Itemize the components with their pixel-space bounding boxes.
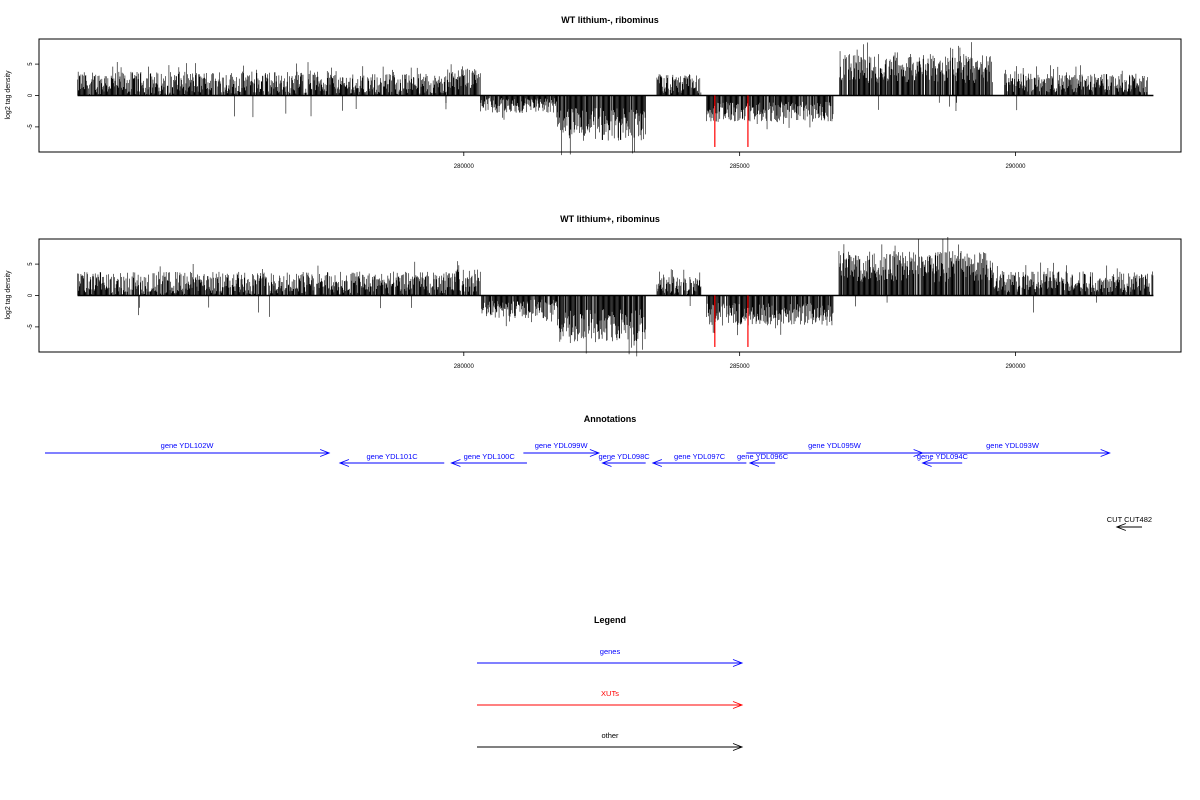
density-bars	[77, 237, 1154, 357]
track-panel-lithium-minus: WT lithium-, ribominus log2 tag density …	[5, 15, 1182, 170]
legend-title: Legend	[594, 615, 626, 625]
track-panel-lithium-plus: WT lithium+, ribominus log2 tag density …	[5, 214, 1182, 370]
y-tick-label: 0	[28, 93, 34, 97]
annotation-feature: gene YDL096C	[737, 452, 789, 467]
feature-label: gene YDL096C	[737, 452, 789, 461]
y-axis-label: log2 tag density	[5, 270, 12, 320]
annotation-feature: gene YDL094C	[917, 452, 969, 467]
x-tick-label: 280000	[454, 164, 475, 170]
xut-highlights	[714, 295, 749, 347]
y-tick-label: 0	[28, 293, 34, 297]
feature-label: gene YDL093W	[986, 441, 1040, 450]
feature-label: CUT CUT482	[1107, 515, 1152, 524]
y-tick-label: -5	[28, 324, 34, 330]
legend-item: XUTs	[477, 689, 744, 709]
arrow-head	[651, 459, 663, 467]
x-axis: 280000 285000 290000	[454, 351, 1026, 370]
density-bars	[77, 42, 1154, 156]
arrow-head	[732, 701, 744, 709]
y-tick-label: -5	[28, 124, 34, 130]
arrow-head	[1100, 449, 1111, 457]
y-axis: -5 0 5	[28, 262, 40, 330]
x-tick-label: 290000	[1005, 164, 1026, 170]
panel-title: WT lithium-, ribominus	[561, 15, 659, 25]
annotation-feature: gene YDL102W	[45, 441, 331, 457]
arrow-head	[732, 743, 744, 751]
arrow-head	[450, 459, 461, 467]
x-tick-label: 285000	[730, 164, 751, 170]
legend-label: XUTs	[601, 689, 619, 698]
arrow-head	[921, 459, 932, 467]
xut-highlights	[714, 95, 749, 147]
legend-item: genes	[477, 647, 744, 667]
legend-label: other	[601, 731, 619, 740]
feature-label: gene YDL100C	[464, 452, 516, 461]
feature-label: gene YDL099W	[535, 441, 589, 450]
legend-items: genes XUTs other	[477, 647, 744, 751]
feature-label: gene YDL097C	[674, 452, 726, 461]
annotation-feature: CUT CUT482	[1107, 515, 1152, 531]
x-tick-label: 285000	[730, 364, 751, 370]
feature-label: gene YDL094C	[917, 452, 969, 461]
y-tick-label: 5	[28, 62, 34, 66]
annotations-title: Annotations	[584, 414, 637, 424]
legend: Legend genes XUTs other	[477, 615, 744, 751]
legend-item: other	[477, 731, 744, 751]
arrow-head	[732, 659, 744, 667]
x-axis: 280000 285000 290000	[454, 151, 1026, 170]
arrow-head	[589, 449, 601, 457]
annotation-feature: gene YDL101C	[338, 452, 445, 467]
feature-label: gene YDL095W	[808, 441, 862, 450]
y-axis: -5 0 5	[28, 62, 40, 130]
x-tick-label: 290000	[1005, 364, 1026, 370]
feature-label: gene YDL102W	[161, 441, 215, 450]
legend-label: genes	[600, 647, 621, 656]
annotation-feature: gene YDL098C	[599, 452, 651, 467]
arrow-head	[748, 459, 760, 467]
x-tick-label: 280000	[454, 364, 475, 370]
y-axis-label: log2 tag density	[5, 70, 12, 120]
arrow-head	[338, 459, 350, 467]
feature-label: gene YDL101C	[367, 452, 419, 461]
arrow-head	[319, 449, 331, 457]
feature-label: gene YDL098C	[599, 452, 651, 461]
arrow-head	[1115, 523, 1127, 531]
y-tick-label: 5	[28, 262, 34, 266]
annotation-features: gene YDL102W gene YDL101C gene YDL100C gene…	[45, 441, 1152, 531]
annotation-feature: gene YDL099W	[523, 441, 601, 457]
annotation-feature: gene YDL093W	[915, 441, 1111, 457]
annotation-feature: gene YDL100C	[450, 452, 527, 467]
arrow-head	[601, 459, 612, 467]
panel-title: WT lithium+, ribominus	[560, 214, 660, 224]
annotation-feature: gene YDL097C	[651, 452, 747, 467]
